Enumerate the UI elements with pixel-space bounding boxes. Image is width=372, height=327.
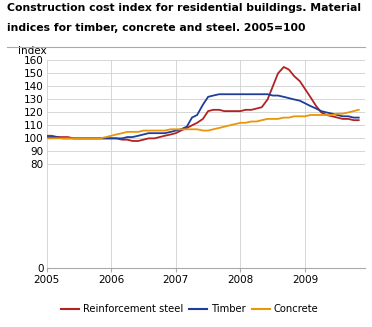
Text: indices for timber, concrete and steel. 2005=100: indices for timber, concrete and steel. … <box>7 23 306 33</box>
Timber <box>130 135 135 139</box>
Concrete <box>55 136 60 140</box>
Timber <box>98 136 102 140</box>
Concrete <box>356 108 361 112</box>
Timber <box>217 92 221 96</box>
Concrete <box>93 136 97 140</box>
Timber <box>55 135 60 139</box>
Reinforcement steel <box>55 135 60 139</box>
Concrete <box>77 136 81 140</box>
Reinforcement steel <box>211 108 215 112</box>
Concrete <box>270 117 275 121</box>
Reinforcement steel <box>44 134 49 138</box>
Timber <box>211 94 215 97</box>
Text: Construction cost index for residential buildings. Material: Construction cost index for residential … <box>7 3 362 13</box>
Reinforcement steel <box>93 136 97 140</box>
Timber <box>82 136 86 140</box>
Concrete <box>206 129 210 132</box>
Reinforcement steel <box>276 72 280 76</box>
Timber <box>60 136 65 140</box>
Timber <box>282 95 286 99</box>
Reinforcement steel <box>130 139 135 143</box>
Timber <box>356 116 361 120</box>
Reinforcement steel <box>125 138 129 142</box>
Legend: Reinforcement steel, Timber, Concrete: Reinforcement steel, Timber, Concrete <box>57 300 323 318</box>
Line: Timber: Timber <box>46 94 359 138</box>
Text: Index: Index <box>18 46 46 56</box>
Timber <box>44 135 49 139</box>
Line: Reinforcement steel: Reinforcement steel <box>46 67 359 141</box>
Reinforcement steel <box>282 65 286 69</box>
Reinforcement steel <box>77 136 81 140</box>
Concrete <box>44 136 49 140</box>
Concrete <box>125 130 129 134</box>
Line: Concrete: Concrete <box>46 110 359 138</box>
Reinforcement steel <box>356 118 361 122</box>
